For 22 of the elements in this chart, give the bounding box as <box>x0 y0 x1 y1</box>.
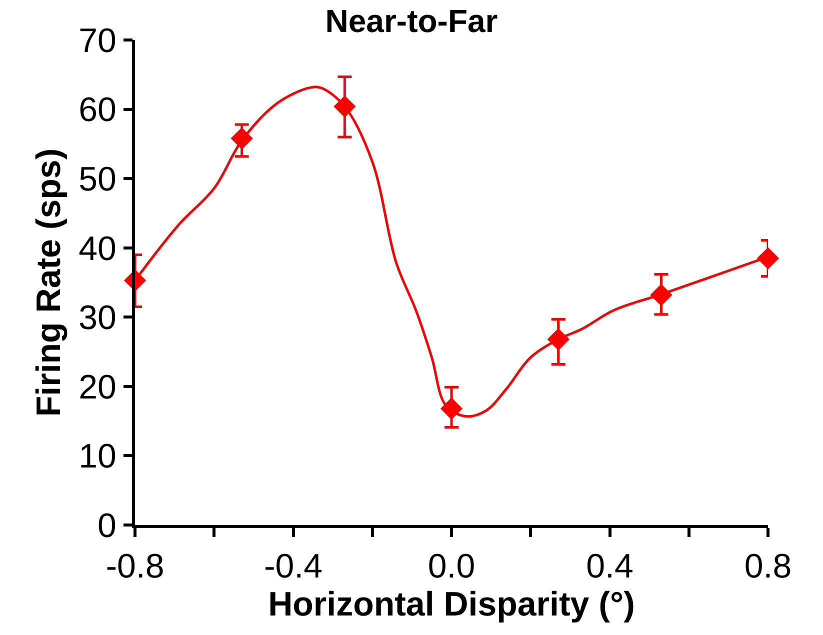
y-tick-label: 40 <box>78 230 116 268</box>
x-tick-label: -0.8 <box>106 548 164 586</box>
point <box>440 398 463 420</box>
x-axis-title: Horizontal Disparity (°) <box>268 586 635 624</box>
x-tick-label: 0.8 <box>744 548 792 586</box>
y-axis-title: Firing Rate (sps) <box>30 148 68 417</box>
point <box>547 328 570 350</box>
y-tick-label: 20 <box>78 368 116 406</box>
y-tick-label: 50 <box>78 160 116 198</box>
y-tick-label: 30 <box>78 299 116 338</box>
point <box>650 284 672 306</box>
chart-title: Near-to-Far <box>325 2 498 39</box>
x-tick-label: -0.4 <box>264 548 323 586</box>
x-tick-label: 0.0 <box>428 548 476 586</box>
y-tick-label: 70 <box>78 22 116 60</box>
y-tick-label: 60 <box>78 91 116 130</box>
y-tick-label: 10 <box>78 438 116 476</box>
point <box>334 95 356 118</box>
point <box>230 127 253 150</box>
point <box>756 247 780 270</box>
x-tick-label: 0.4 <box>586 548 634 586</box>
y-tick-label: 0 <box>98 506 116 545</box>
